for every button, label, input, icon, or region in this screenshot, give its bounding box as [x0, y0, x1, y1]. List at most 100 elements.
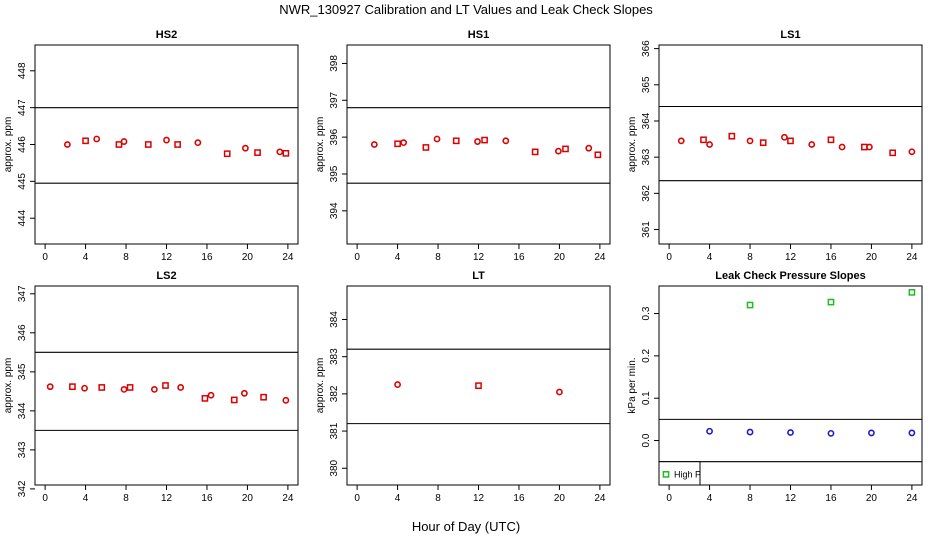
panel-title-ls2: LS2 [156, 270, 176, 282]
data-point [394, 381, 401, 388]
panel-leak: Leak Check Pressure Slopes 0 4 8 12 16 20 24 0.0… [627, 270, 923, 504]
y-tick-label: 364 [641, 112, 652, 129]
x-tick-label: 24 [906, 493, 918, 504]
y-tick-label: 344 [17, 402, 28, 419]
data-point-low-p [827, 429, 835, 437]
x-tick-label: 24 [906, 252, 918, 263]
data-point [82, 137, 89, 145]
legend-label-high-p: High P [674, 469, 701, 479]
data-point [115, 141, 123, 148]
plot-frame [658, 44, 923, 245]
data-point [585, 144, 593, 152]
panel-title-hs2: HS2 [156, 29, 177, 41]
data-point [759, 139, 767, 147]
y-tick-label: 382 [329, 385, 340, 402]
y-tick-label: 398 [329, 55, 340, 72]
data-point [174, 141, 181, 148]
x-tick-label: 0 [42, 252, 48, 263]
data-point [240, 389, 248, 397]
data-point [150, 386, 158, 393]
panel-lt: LT 0 4 8 12 16 20 24 380 381 382 383 384 approx. ppm [315, 270, 611, 504]
y-tick-label: 346 [17, 324, 28, 341]
y-axis-label: approx. ppm [627, 117, 638, 173]
x-tick-label: 8 [435, 252, 441, 263]
y-axis-label: approx. ppm [315, 117, 326, 173]
data-point [594, 151, 602, 159]
data-point-low-p [868, 429, 875, 437]
plot-frame [658, 285, 923, 486]
data-point [98, 384, 106, 391]
y-axis-label: approx. ppm [3, 117, 14, 173]
data-point [46, 383, 54, 391]
x-tick-label: 8 [747, 252, 753, 263]
data-point [787, 137, 794, 145]
data-point [781, 133, 788, 141]
x-tick-label: 24 [282, 493, 294, 504]
x-tick-label: 12 [161, 493, 173, 504]
data-point [120, 386, 128, 393]
data-point [69, 383, 76, 391]
x-tick-label: 12 [161, 252, 173, 263]
y-tick-label: 380 [329, 459, 340, 476]
data-point [126, 384, 134, 391]
data-point-low-p [746, 428, 754, 436]
panel-title-leak: Leak Check Pressure Slopes [715, 270, 865, 282]
x-tick-label: 20 [866, 252, 878, 263]
data-point [706, 141, 713, 148]
x-tick-label: 16 [201, 493, 213, 504]
data-point-high-p [827, 298, 835, 306]
y-tick-label: 381 [329, 422, 340, 439]
data-point [276, 148, 284, 156]
y-tick-label: 0.3 [641, 306, 652, 320]
x-tick-label: 12 [785, 252, 797, 263]
y-tick-label: 0.2 [641, 348, 652, 362]
data-point [746, 137, 754, 145]
y-tick-label: 446 [17, 136, 28, 153]
data-point [556, 388, 563, 396]
x-tick-label: 0 [354, 493, 360, 504]
x-tick-label: 12 [473, 252, 485, 263]
data-point [422, 144, 430, 151]
y-tick-label: 361 [641, 221, 652, 238]
x-tick-label: 20 [554, 252, 566, 263]
x-tick-label: 0 [42, 493, 48, 504]
y-tick-label: 448 [17, 62, 28, 79]
y-tick-label: 363 [641, 148, 652, 165]
x-tick-label: 24 [594, 252, 606, 263]
y-tick-label: 343 [17, 441, 28, 458]
y-tick-label: 394 [329, 202, 340, 219]
x-tick-label: 24 [594, 493, 606, 504]
y-tick-label: 362 [641, 185, 652, 202]
y-tick-label: 0.0 [641, 433, 652, 447]
y-tick-label: 0.1 [641, 391, 652, 405]
data-point [394, 140, 401, 148]
y-tick-label: 395 [329, 165, 340, 182]
data-point-low-p [706, 427, 713, 435]
data-point [700, 136, 707, 144]
x-tick-label: 4 [83, 493, 89, 504]
x-tick-label: 8 [747, 493, 753, 504]
y-tick-label: 384 [329, 311, 340, 328]
y-axis-label: approx. ppm [315, 358, 326, 414]
data-point [838, 143, 846, 151]
data-point [433, 135, 441, 143]
y-tick-label: 396 [329, 128, 340, 145]
data-point [400, 139, 408, 147]
y-tick-label: 366 [641, 40, 652, 57]
data-point [562, 145, 569, 153]
data-point-low-p [908, 429, 916, 437]
x-tick-label: 4 [83, 252, 89, 263]
panel-title-ls1: LS1 [780, 29, 800, 41]
data-point [481, 136, 488, 144]
x-tick-label: 20 [242, 252, 254, 263]
y-tick-label: 444 [17, 209, 28, 226]
x-tick-label: 8 [123, 493, 129, 504]
x-tick-label: 12 [785, 493, 797, 504]
panel-hs1: HS1 0 4 8 12 16 20 24 394 395 396 397 398 approx. ppm [315, 29, 611, 263]
data-point [502, 137, 510, 145]
x-tick-label: 4 [395, 493, 401, 504]
data-point [282, 149, 290, 157]
panel-title-lt: LT [472, 270, 485, 282]
y-tick-label: 342 [17, 480, 28, 497]
data-point [230, 396, 238, 404]
